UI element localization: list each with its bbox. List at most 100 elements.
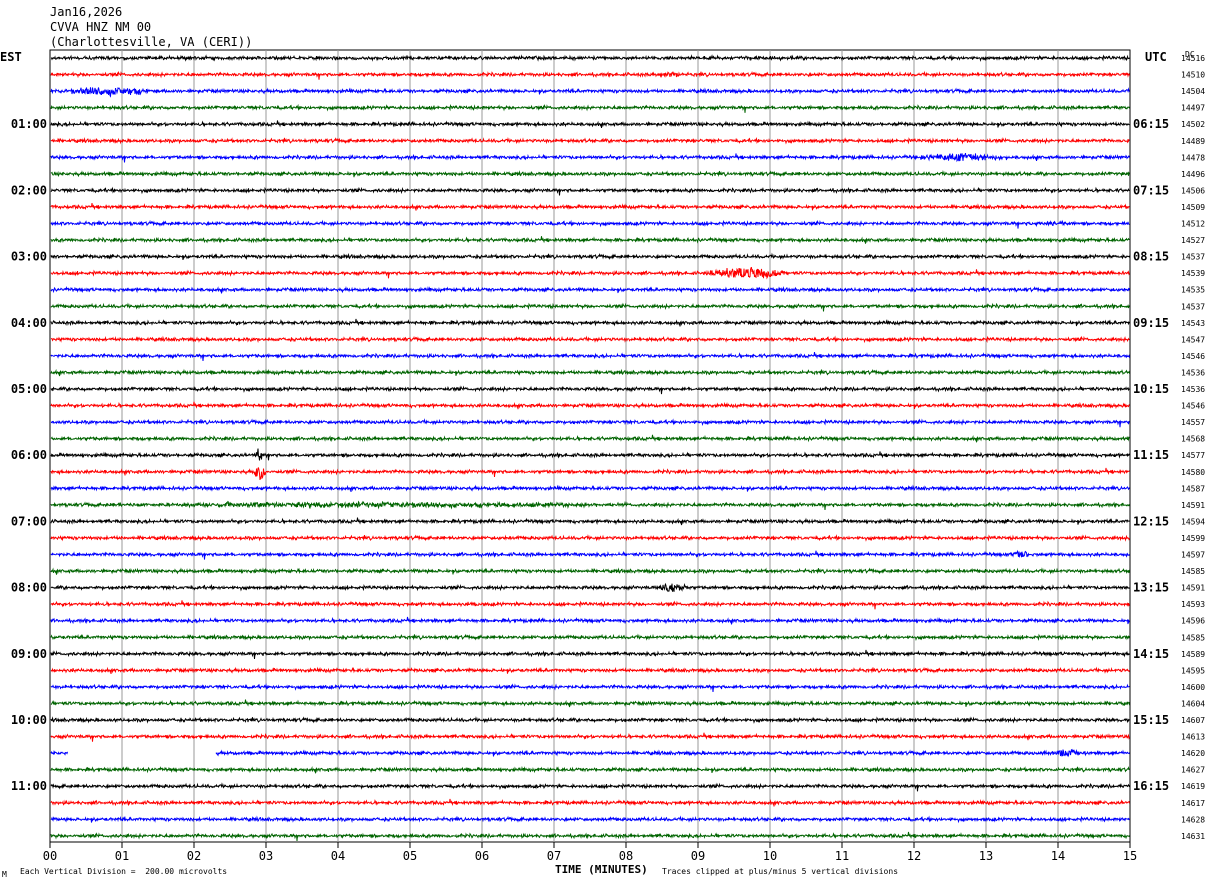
seismic-trace xyxy=(50,616,1130,625)
x-tick-label: 15 xyxy=(1123,849,1137,863)
seismic-trace xyxy=(50,649,1130,659)
seismic-trace xyxy=(50,87,1130,98)
dc-offset-label: 14585 xyxy=(1181,567,1205,576)
left-hour-label: 11:00 xyxy=(11,779,47,793)
x-tick-label: 09 xyxy=(691,849,705,863)
dc-offset-label: 14496 xyxy=(1181,170,1205,179)
dc-offset-label: 14539 xyxy=(1181,269,1205,278)
x-tick-label: 05 xyxy=(403,849,417,863)
seismic-trace xyxy=(50,582,1130,593)
scale-note: Each Vertical Division = 200.00 microvol… xyxy=(20,867,228,876)
seismic-trace xyxy=(50,368,1130,377)
right-hour-label: 15:15 xyxy=(1133,713,1169,727)
plot-date: Jan16,2026 xyxy=(50,5,123,19)
seismic-trace xyxy=(50,302,1130,312)
station-location: (Charlottesville, VA (CERI)) xyxy=(50,35,253,49)
dc-offset-label: 14504 xyxy=(1181,87,1205,96)
dc-offset-label: 14585 xyxy=(1181,633,1205,642)
right-hour-label: 12:15 xyxy=(1133,514,1169,528)
x-axis-title: TIME (MINUTES) xyxy=(555,863,648,876)
seismic-trace xyxy=(50,203,1130,211)
left-hour-label: 04:00 xyxy=(11,316,47,330)
seismic-trace xyxy=(50,549,1130,560)
dc-offset-label: 14543 xyxy=(1181,319,1205,328)
dc-offset-label: 14613 xyxy=(1181,733,1205,742)
dc-offset-label: 14577 xyxy=(1181,451,1205,460)
seismic-trace xyxy=(50,120,1130,128)
corner-mark: M xyxy=(2,870,7,879)
x-tick-label: 01 xyxy=(115,849,129,863)
seismic-trace xyxy=(50,136,1130,145)
x-tick-label: 03 xyxy=(259,849,273,863)
left-timezone-label: EST xyxy=(0,50,22,64)
dc-offset-label: 14536 xyxy=(1181,385,1205,394)
right-hour-label: 09:15 xyxy=(1133,316,1169,330)
dc-offset-label: 14589 xyxy=(1181,650,1205,659)
x-tick-label: 00 xyxy=(43,849,57,863)
dc-offset-label: 14512 xyxy=(1181,220,1205,229)
seismic-trace xyxy=(50,666,1130,675)
left-hour-label: 06:00 xyxy=(11,448,47,462)
seismic-trace xyxy=(50,252,1130,261)
dc-offset-label: 14604 xyxy=(1181,699,1205,708)
seismic-trace xyxy=(50,831,1130,842)
dc-offset-label: 14497 xyxy=(1181,104,1205,113)
dc-offset-label: 14527 xyxy=(1181,236,1205,245)
seismic-trace xyxy=(50,434,1130,443)
seismic-trace xyxy=(50,335,1130,344)
seismic-trace xyxy=(50,798,1130,807)
left-hour-label: 01:00 xyxy=(11,117,47,131)
dc-offset-label: 14587 xyxy=(1181,484,1205,493)
seismic-trace xyxy=(50,567,1130,575)
seismic-trace xyxy=(50,103,1130,113)
seismic-trace xyxy=(50,54,1130,62)
seismic-trace xyxy=(50,633,1130,642)
dc-offset-label: 14617 xyxy=(1181,799,1205,808)
left-hour-label: 02:00 xyxy=(11,183,47,197)
station-code: CVVA HNZ NM 00 xyxy=(50,20,152,34)
dc-offset-label: 14489 xyxy=(1181,137,1205,146)
dc-offset-label: 14536 xyxy=(1181,368,1205,377)
dc-offset-label: 14568 xyxy=(1181,435,1205,444)
seismic-trace xyxy=(50,236,1130,244)
seismic-trace xyxy=(50,385,1130,395)
seismic-trace xyxy=(50,765,1130,774)
seismic-trace xyxy=(50,782,1130,792)
dc-offset-label: 14620 xyxy=(1181,749,1205,758)
right-hour-label: 10:15 xyxy=(1133,382,1169,396)
x-tick-label: 04 xyxy=(331,849,345,863)
dc-offset-label: 14591 xyxy=(1181,584,1205,593)
dc-offset-label: 14537 xyxy=(1181,253,1205,262)
x-tick-label: 13 xyxy=(979,849,993,863)
dc-offset-label: 14599 xyxy=(1181,534,1205,543)
left-hour-label: 08:00 xyxy=(11,581,47,595)
right-hour-label: 13:15 xyxy=(1133,581,1169,595)
seismic-trace xyxy=(50,748,1130,758)
left-hour-label: 03:00 xyxy=(11,250,47,264)
seismic-trace xyxy=(50,285,1130,294)
seismic-trace xyxy=(50,484,1130,493)
x-tick-label: 07 xyxy=(547,849,561,863)
dc-offset-label: 14593 xyxy=(1181,600,1205,609)
x-tick-label: 12 xyxy=(907,849,921,863)
dc-offset-label: 14631 xyxy=(1181,832,1205,841)
right-hour-label: 06:15 xyxy=(1133,117,1169,131)
dc-offset-label: 14510 xyxy=(1181,71,1205,80)
seismic-trace xyxy=(50,517,1130,526)
right-hour-label: 14:15 xyxy=(1133,647,1169,661)
left-hour-label: 07:00 xyxy=(11,514,47,528)
dc-offset-label: 14537 xyxy=(1181,302,1205,311)
dc-offset-label: 14478 xyxy=(1181,153,1205,162)
seismic-trace xyxy=(50,318,1130,327)
dc-offset-label: 14502 xyxy=(1181,120,1205,129)
left-hour-label: 05:00 xyxy=(11,382,47,396)
x-tick-label: 11 xyxy=(835,849,849,863)
seismic-trace xyxy=(50,467,1130,480)
seismic-trace xyxy=(50,70,1130,80)
right-hour-label: 07:15 xyxy=(1133,183,1169,197)
dc-offset-label: 14506 xyxy=(1181,186,1205,195)
dc-offset-label: 14607 xyxy=(1181,716,1205,725)
dc-column-label: DC xyxy=(1185,50,1195,59)
seismic-trace xyxy=(50,448,1130,461)
left-hour-label: 09:00 xyxy=(11,647,47,661)
